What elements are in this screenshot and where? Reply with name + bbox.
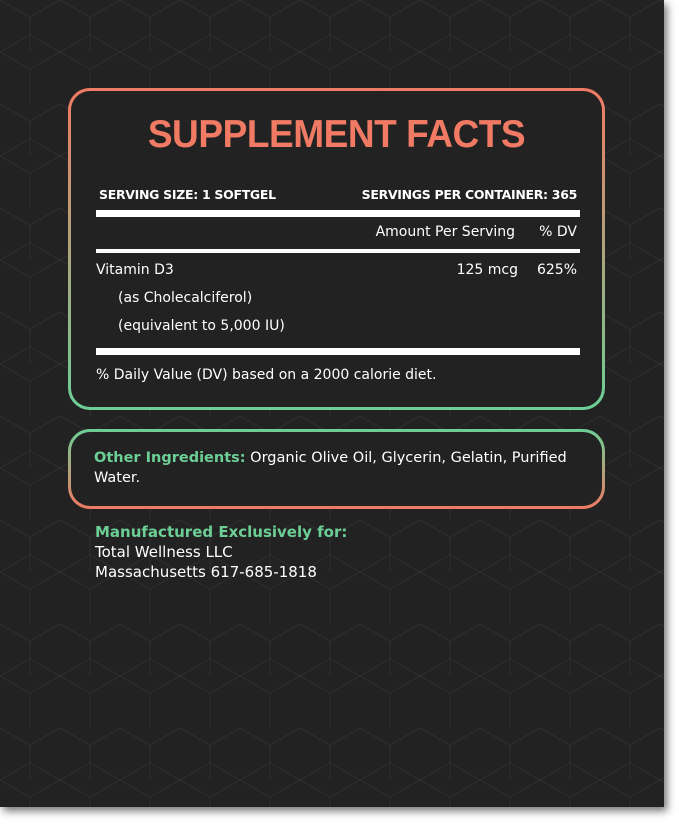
dv-header: % DV [539,224,577,240]
manufacturer-label: Manufactured Exclusively for: [95,523,348,541]
servings-per-container: SERVINGS PER CONTAINER: 365 [361,187,578,202]
nutrient-equivalent: (equivalent to 5,000 IU) [118,318,285,334]
other-ingredients: Other Ingredients: Organic Olive Oil, Gl… [94,448,582,488]
nutrient-form: (as Cholecalciferol) [118,290,253,306]
facts-title: SUPPLEMENT FACTS [147,113,526,156]
manufacturer-name: Total Wellness LLC [95,543,233,561]
dv-footnote: % Daily Value (DV) based on a 2000 calor… [96,367,437,383]
label-panel: SUPPLEMENT FACTS SERVING SIZE: 1 SOFTGEL… [0,0,664,807]
other-ingredients-text: Organic Olive Oil, Glycerin, Gelatin, Pu… [94,450,567,486]
manufacturer-address: Massachusetts 617-685-1818 [95,563,317,581]
amount-header: Amount Per Serving [375,224,515,240]
supplement-facts-box: SUPPLEMENT FACTS SERVING SIZE: 1 SOFTGEL… [68,88,605,410]
other-ingredients-label: Other Ingredients: [94,450,246,466]
manufacturer-info: Manufactured Exclusively for: Total Well… [95,522,347,582]
divider-thick [96,210,580,217]
divider [96,249,580,253]
nutrient-amount: 125 mcg [456,262,518,278]
serving-size: SERVING SIZE: 1 SOFTGEL [99,187,276,202]
nutrient-name: Vitamin D3 [96,262,174,278]
divider-thick [96,348,580,355]
nutrient-dv: 625% [536,262,577,278]
other-ingredients-box: Other Ingredients: Organic Olive Oil, Gl… [68,429,605,509]
